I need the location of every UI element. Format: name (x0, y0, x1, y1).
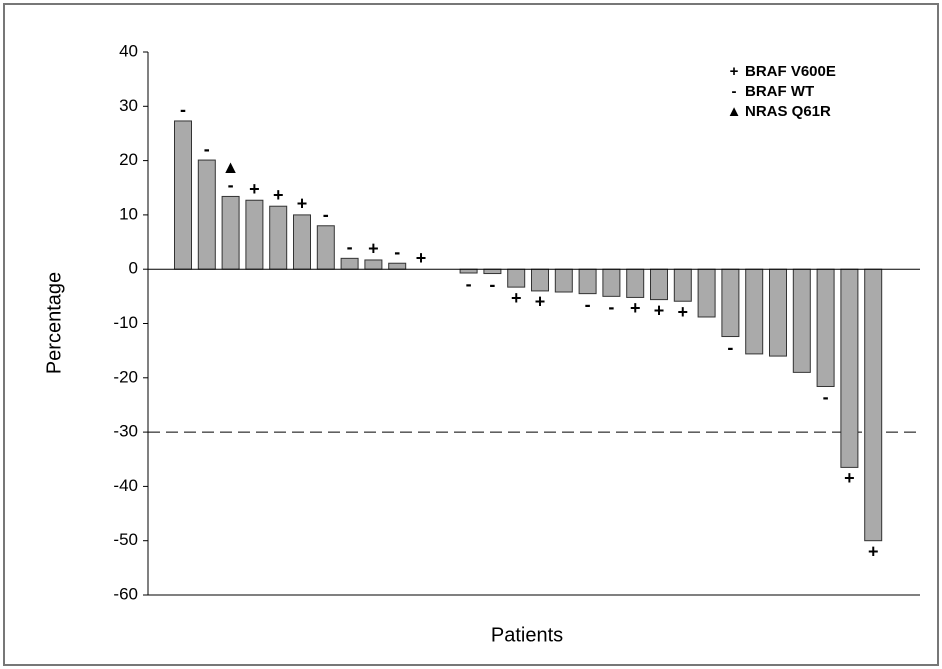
bar (650, 268, 668, 301)
mutation-marker: - (228, 175, 234, 195)
mutation-marker: + (654, 300, 665, 320)
bar (816, 268, 835, 387)
y-tick-label: -40 (113, 476, 138, 495)
mutation-marker: - (727, 337, 733, 357)
bar (626, 268, 645, 298)
mutation-marker: + (297, 194, 308, 214)
legend-symbol: ▲ (727, 103, 742, 120)
legend-symbol: + (730, 63, 739, 80)
mutation-marker: + (511, 288, 522, 308)
bar (673, 268, 692, 302)
legend-symbol: - (732, 83, 737, 100)
mutation-marker: - (466, 274, 472, 294)
mutation-marker: + (416, 248, 427, 268)
y-tick-label: -30 (113, 422, 138, 441)
mutation-marker: + (273, 185, 284, 205)
bar (483, 268, 502, 275)
mutation-marker: + (630, 298, 641, 318)
bar (197, 159, 216, 270)
bar (531, 268, 549, 292)
y-tick-label: -20 (113, 367, 138, 386)
bar (507, 268, 526, 288)
mutation-marker: ▲ (222, 157, 240, 177)
y-tick-label: 10 (119, 204, 138, 223)
bar (245, 199, 264, 270)
bar (769, 268, 787, 357)
bar (269, 205, 288, 270)
mutation-marker: + (535, 292, 546, 312)
legend-label: BRAF V600E (745, 63, 836, 80)
y-axis-title: Percentage (43, 272, 65, 374)
bar (554, 268, 573, 293)
bar (697, 268, 716, 318)
y-tick-label: 30 (119, 96, 138, 115)
bar (578, 268, 597, 295)
bar (174, 120, 192, 270)
bar (864, 268, 883, 542)
y-tick-label: 20 (119, 150, 138, 169)
mutation-marker: - (394, 242, 400, 262)
mutation-marker: + (678, 302, 689, 322)
mutation-marker: - (204, 139, 210, 159)
bar (364, 259, 383, 270)
bar (459, 268, 478, 274)
bar (840, 268, 859, 468)
bar (745, 268, 764, 355)
mutation-marker: + (868, 541, 879, 561)
mutation-marker: - (608, 297, 614, 317)
bar (602, 268, 621, 297)
bar (792, 268, 811, 373)
bar (721, 268, 740, 338)
mutation-marker: - (347, 237, 353, 257)
y-tick-label: -10 (113, 313, 138, 332)
y-tick-label: -60 (113, 584, 138, 603)
bar (340, 257, 359, 270)
mutation-marker: + (249, 179, 260, 199)
y-tick-label: 40 (119, 41, 138, 60)
y-tick-label: -50 (113, 530, 138, 549)
legend-label: BRAF WT (745, 83, 814, 100)
mutation-marker: + (368, 239, 379, 259)
bar (293, 214, 311, 270)
mutation-marker: - (489, 274, 495, 294)
y-tick-label: 0 (129, 259, 138, 278)
bar (316, 225, 335, 270)
mutation-marker: - (585, 294, 591, 314)
legend-label: NRAS Q61R (745, 103, 831, 120)
mutation-marker: + (844, 468, 855, 488)
bar (221, 195, 240, 270)
x-axis-title: Patients (491, 624, 563, 646)
mutation-marker: - (823, 387, 829, 407)
mutation-marker: - (323, 205, 329, 225)
bar (388, 262, 407, 270)
mutation-marker: - (180, 100, 186, 120)
